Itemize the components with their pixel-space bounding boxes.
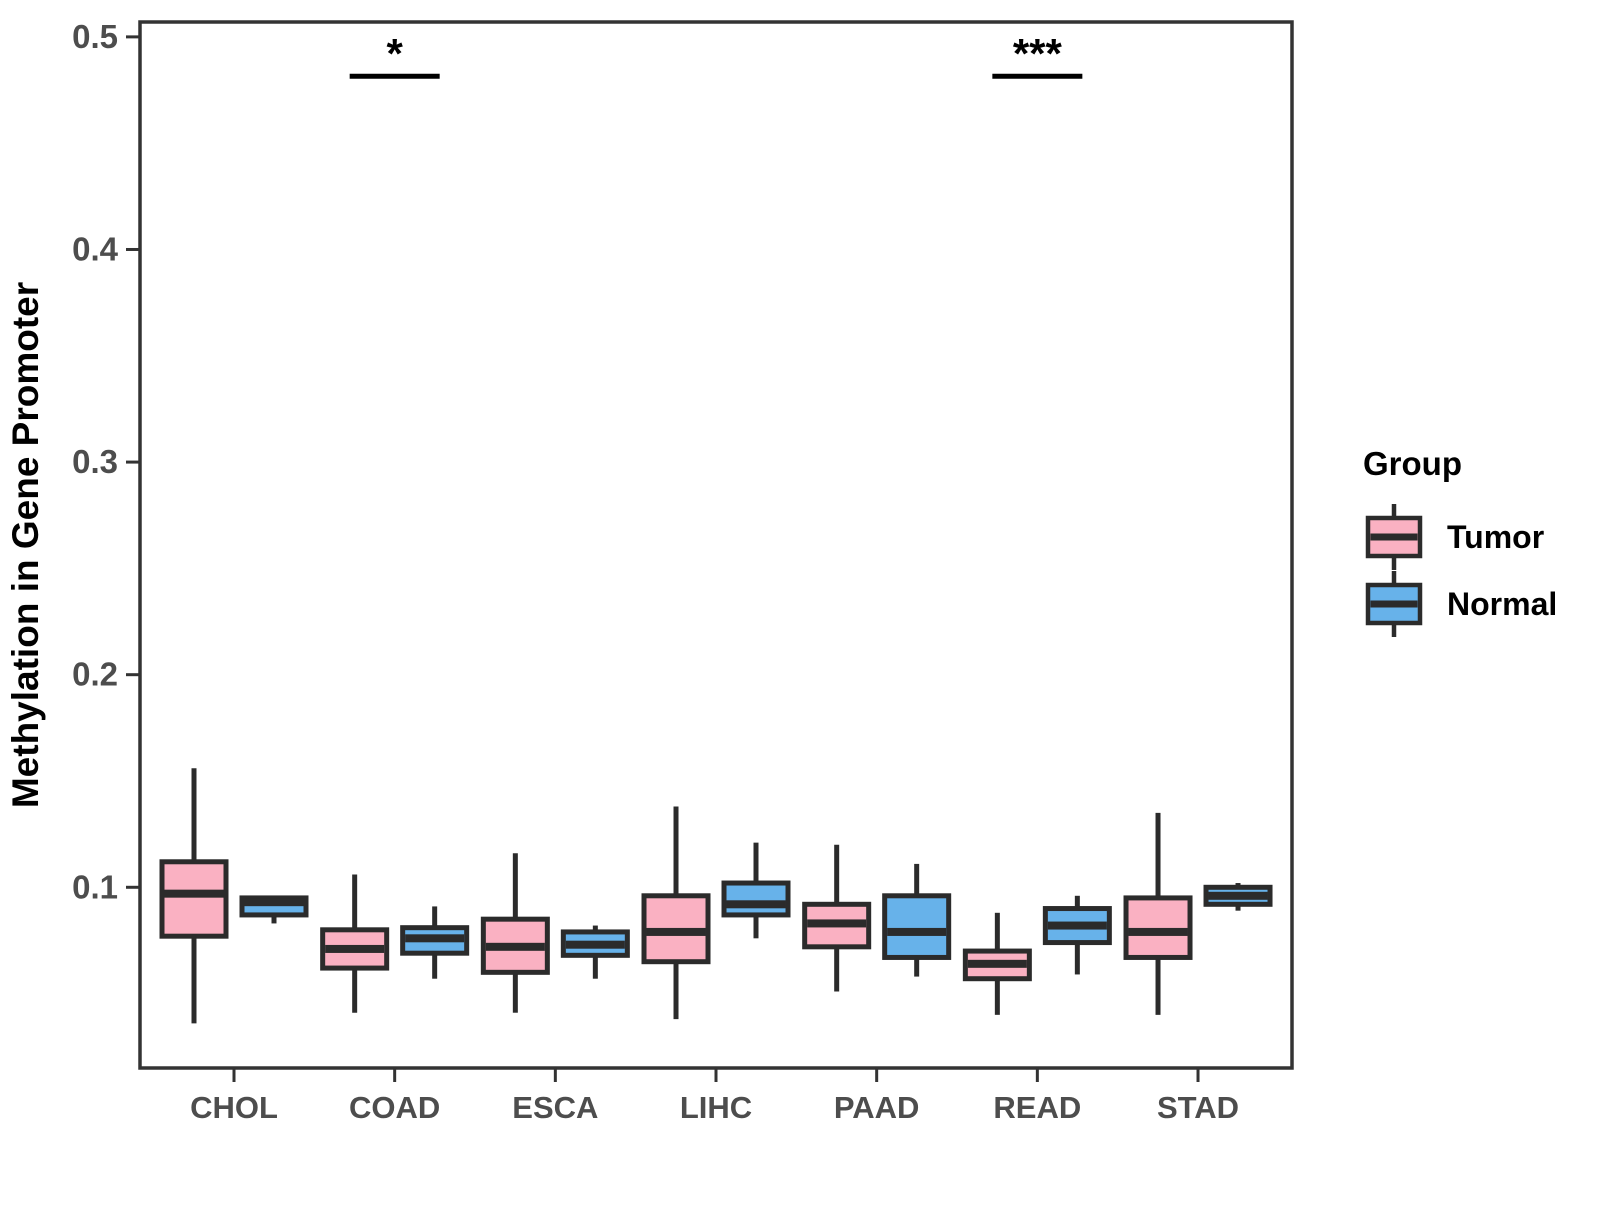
boxplot-read-tumor-median	[967, 959, 1027, 968]
boxplot-stad-tumor-median	[1128, 927, 1188, 936]
y-axis-title: Methylation in Gene Promoter	[5, 282, 46, 808]
significance-stars-read: ***	[1013, 30, 1063, 77]
y-tick-label: 0.5	[72, 18, 118, 55]
x-category-label-read: READ	[993, 1090, 1081, 1125]
boxplot-lihc-normal-box	[721, 880, 791, 918]
plot-panel	[138, 20, 1294, 1070]
boxplot-coad-normal-median	[405, 934, 465, 943]
boxplot-esca-normal-median	[565, 940, 625, 949]
x-category-label-chol: CHOL	[190, 1090, 278, 1125]
boxplot-coad-tumor-median	[325, 944, 385, 953]
boxplot-lihc-tumor-median	[646, 927, 706, 936]
boxplot-paad-tumor-median	[807, 919, 867, 928]
y-tick-label: 0.4	[72, 230, 119, 267]
boxplot-esca-tumor-median	[485, 942, 545, 951]
legend-title: Group	[1363, 445, 1462, 482]
legend-label-tumor: Tumor	[1447, 519, 1544, 555]
legend-label-normal: Normal	[1447, 586, 1557, 622]
boxplot-chol-normal-median	[244, 898, 304, 907]
x-category-label-stad: STAD	[1157, 1090, 1239, 1125]
significance-stars-coad: *	[386, 30, 403, 77]
boxplot-paad-normal-box	[882, 893, 952, 960]
boxplot-stad-normal-median	[1208, 891, 1268, 900]
boxplot-chol-tumor-box	[159, 859, 229, 939]
boxplot-read-normal-median	[1047, 921, 1107, 930]
y-tick-label: 0.2	[72, 656, 118, 693]
x-category-label-lihc: LIHC	[680, 1090, 752, 1125]
boxplot-chol-tumor-median	[164, 889, 224, 898]
x-category-label-esca: ESCA	[512, 1090, 598, 1125]
x-category-label-paad: PAAD	[834, 1090, 920, 1125]
x-category-label-coad: COAD	[349, 1090, 440, 1125]
legend-key-tumor-glyph-median	[1370, 533, 1418, 541]
boxplot-stad-tumor-box	[1123, 895, 1193, 960]
y-tick-label: 0.3	[72, 443, 118, 480]
y-tick-label: 0.1	[72, 868, 118, 905]
legend-key-normal-glyph-median	[1370, 600, 1418, 608]
boxplot-lihc-normal-median	[726, 900, 786, 909]
boxplot-paad-normal-median	[887, 927, 947, 936]
